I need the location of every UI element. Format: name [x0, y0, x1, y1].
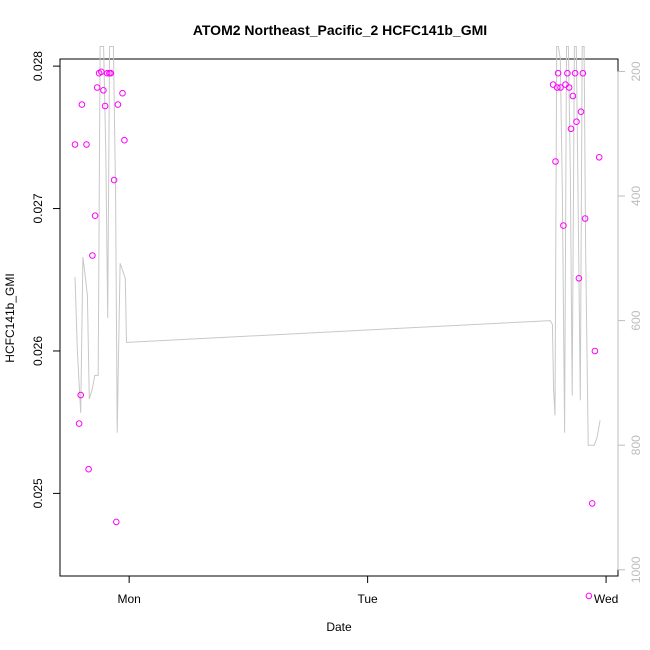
data-point: [119, 89, 126, 97]
right-tick-label: 1000: [629, 556, 643, 583]
data-point: [560, 222, 567, 229]
right-tick-label: 200: [629, 61, 643, 81]
data-point: [588, 500, 596, 507]
data-point: [85, 465, 92, 473]
data-point: [71, 141, 79, 148]
data-point: [564, 69, 571, 77]
data-point: [557, 84, 564, 91]
data-point: [75, 420, 83, 427]
data-point: [98, 68, 105, 76]
x-tick-label: Wed: [594, 592, 618, 606]
data-point: [83, 141, 90, 148]
plot-frame: [59, 58, 619, 577]
data-point: [585, 592, 593, 600]
right-y-axis: 200 400 600 800 1000: [617, 61, 643, 583]
data-point: [579, 69, 587, 77]
data-point: [100, 87, 107, 94]
data-point: [554, 69, 562, 77]
data-point: [569, 92, 577, 100]
data-point: [591, 347, 599, 355]
data-point: [562, 81, 569, 88]
x-tick-label: Tue: [357, 592, 378, 606]
y-tick-label: 0.025: [31, 478, 45, 508]
data-point: [110, 176, 118, 184]
y-tick-label: 0.028: [31, 51, 45, 81]
line-series: [74, 46, 601, 446]
right-tick-label: 800: [629, 435, 643, 455]
y-tick-label: 0.026: [31, 336, 45, 366]
x-axis-label: Date: [326, 620, 352, 634]
y-axis-label: HCFC141b_GMI: [3, 273, 17, 362]
data-point: [103, 69, 111, 77]
data-point: [78, 101, 86, 108]
x-tick-label: Mon: [118, 592, 141, 606]
data-point: [121, 136, 128, 144]
left-y-axis: 0.025 0.026 0.027 0.028: [31, 51, 61, 508]
data-point: [91, 212, 99, 219]
data-point: [565, 84, 573, 91]
right-tick-label: 400: [629, 186, 643, 206]
data-point: [577, 108, 585, 115]
data-point: [77, 391, 84, 399]
chart-title: ATOM2 Northeast_Pacific_2 HCFC141b_GMI: [193, 22, 487, 38]
data-point: [89, 252, 96, 259]
data-point: [581, 215, 589, 222]
line-series-path: [74, 46, 601, 446]
data-point: [575, 275, 583, 282]
data-point: [113, 518, 120, 526]
data-point: [93, 84, 101, 91]
right-tick-label: 600: [629, 310, 643, 330]
data-point: [552, 158, 559, 165]
point-series: [71, 68, 603, 600]
data-point: [571, 69, 579, 77]
data-point: [553, 84, 561, 91]
data-point: [101, 102, 109, 110]
data-point: [114, 101, 122, 108]
y-tick-label: 0.027: [31, 193, 45, 223]
data-point: [107, 69, 115, 77]
data-point: [595, 154, 603, 161]
data-point: [573, 118, 580, 125]
x-axis: Mon Tue Wed: [118, 575, 618, 606]
data-point: [567, 125, 575, 133]
